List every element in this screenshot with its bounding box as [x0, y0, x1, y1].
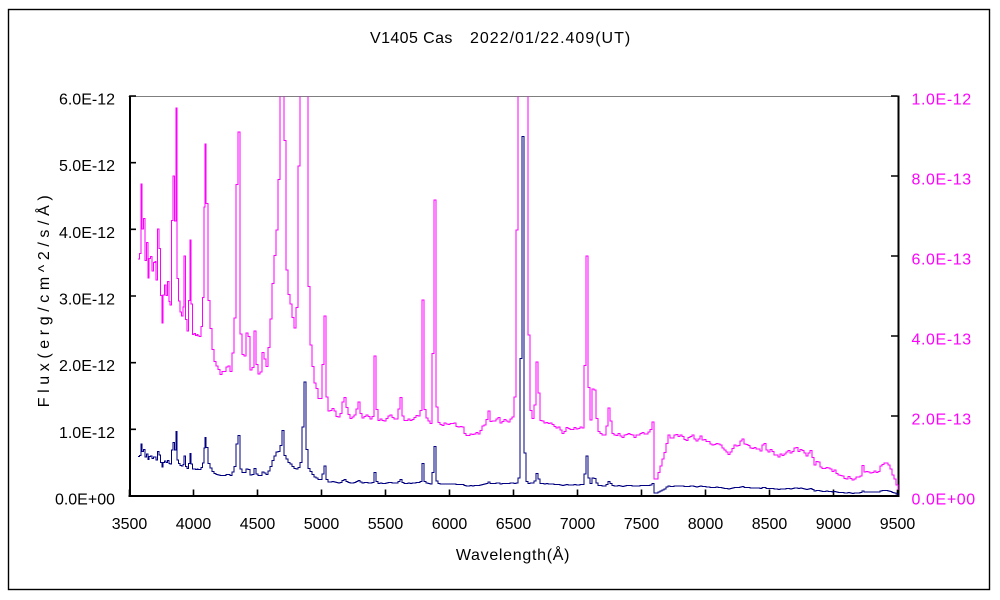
svg-text:5.0E-12: 5.0E-12: [59, 158, 115, 175]
svg-text:Wavelength(Å): Wavelength(Å): [456, 545, 570, 564]
svg-text:2.0E-12: 2.0E-12: [59, 358, 115, 375]
svg-text:6.0E-13: 6.0E-13: [912, 252, 972, 269]
svg-text:8.0E-13: 8.0E-13: [912, 172, 972, 189]
svg-text:7000: 7000: [560, 516, 596, 533]
svg-text:6500: 6500: [496, 516, 532, 533]
svg-text:1.0E-12: 1.0E-12: [912, 92, 972, 109]
svg-text:2022/01/22.409(UT): 2022/01/22.409(UT): [470, 30, 631, 47]
svg-text:9000: 9000: [816, 516, 852, 533]
svg-text:5500: 5500: [368, 516, 404, 533]
svg-text:8500: 8500: [752, 516, 788, 533]
svg-text:5000: 5000: [304, 516, 340, 533]
svg-text:2.0E-13: 2.0E-13: [912, 412, 972, 429]
svg-text:3500: 3500: [112, 516, 148, 533]
svg-text:8000: 8000: [688, 516, 724, 533]
svg-text:9500: 9500: [880, 516, 916, 533]
svg-text:6.0E-12: 6.0E-12: [59, 92, 115, 109]
svg-text:3.0E-12: 3.0E-12: [59, 292, 115, 309]
svg-text:4.0E-13: 4.0E-13: [912, 332, 972, 349]
svg-text:6000: 6000: [432, 516, 468, 533]
svg-text:4000: 4000: [176, 516, 212, 533]
svg-text:Flux(erg/cm^2/s/Å): Flux(erg/cm^2/s/Å): [34, 191, 53, 408]
svg-text:7500: 7500: [624, 516, 660, 533]
svg-text:1.0E-12: 1.0E-12: [59, 425, 115, 442]
svg-text:V1405 Cas: V1405 Cas: [370, 30, 453, 47]
svg-text:0.0E+00: 0.0E+00: [55, 492, 115, 509]
svg-text:4500: 4500: [240, 516, 276, 533]
svg-text:0.0E+00: 0.0E+00: [912, 492, 976, 509]
svg-text:4.0E-12: 4.0E-12: [59, 225, 115, 242]
